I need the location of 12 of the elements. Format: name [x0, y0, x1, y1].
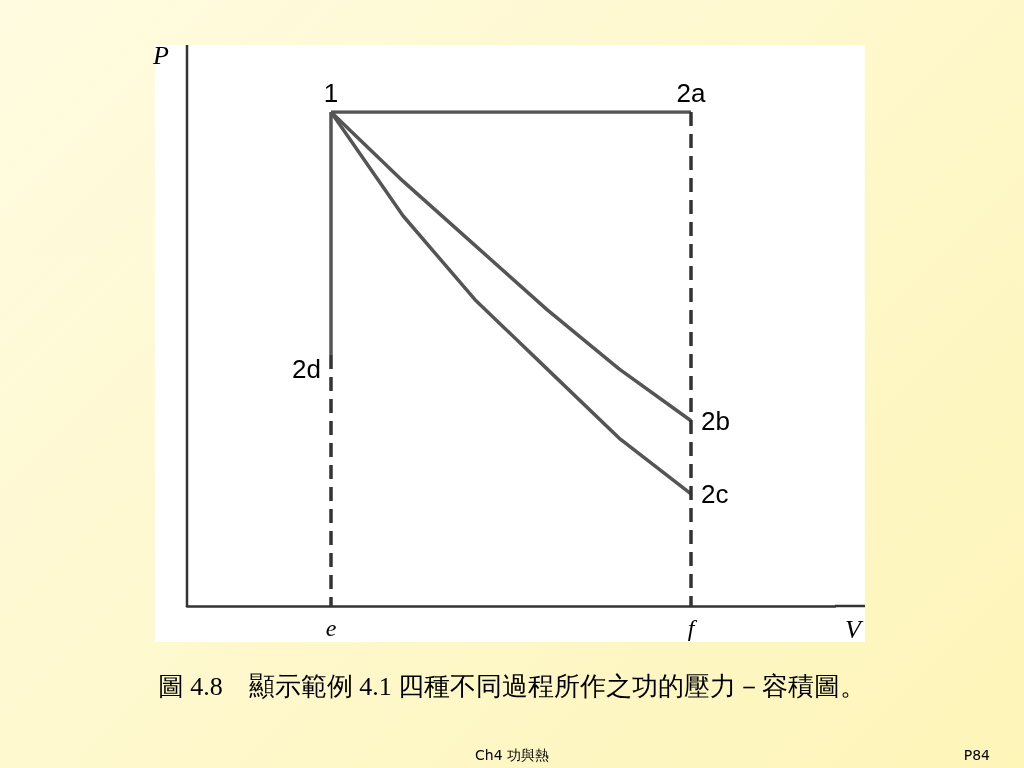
- text: Ch4 功與熱: [474, 747, 550, 763]
- text: P84: [963, 747, 991, 763]
- annotation: 2a: [676, 78, 706, 108]
- x-tick-label: e: [325, 615, 337, 641]
- annotation: 2d: [292, 354, 321, 385]
- x-tick-label: f: [687, 615, 698, 641]
- text: 圖 4.8 顯示範例 4.1 四種不同過程所作之功的壓力－容積圖。: [157, 671, 867, 701]
- annotation: 2c: [701, 478, 729, 509]
- y-axis-title: P: [152, 40, 169, 70]
- annotation: 2b: [701, 405, 730, 436]
- x-axis-title: V: [845, 614, 864, 644]
- annotation: 1: [323, 78, 339, 108]
